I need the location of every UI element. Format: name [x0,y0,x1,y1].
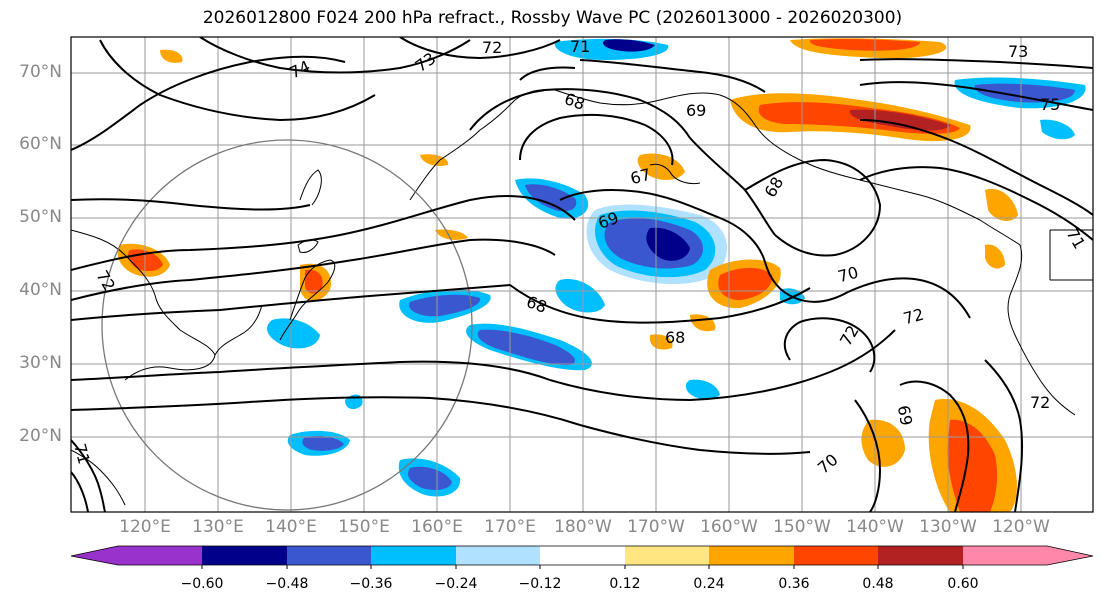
colorbar-tick-label: 0.36 [778,576,810,592]
contour-label: 71 [70,441,94,466]
map-frame [70,36,1094,513]
great-circle [101,139,473,511]
contour-label: 69 [686,101,706,120]
longitude-label: 150°W [773,517,831,537]
latitude-label: 50°N [19,207,62,227]
longitude-label: 170°W [627,517,685,537]
colorbar-extend-low [71,546,118,565]
positive-shading [117,38,1018,512]
contour-label: 72 [1030,393,1050,412]
latitude-label: 60°N [19,134,62,154]
latitude-label: 30°N [19,353,62,373]
contour-label: 73 [1008,42,1028,61]
latitude-label: 70°N [19,62,62,82]
colorbar-tick-label: 0.48 [862,576,894,592]
map-plot-area: 74 73 72 71 68 69 67 68 69 68 68 70 72 7… [70,37,1093,512]
longitude-label: 120°W [992,517,1050,537]
refractive-index-contours [71,37,1093,512]
colorbar-tick-label: −0.24 [434,576,478,592]
longitude-label: 160°E [411,517,463,537]
colorbar-tick-label: 0.12 [609,576,641,592]
colorbar [70,545,1094,569]
contour-label: 75 [1040,95,1060,114]
contour-label: 68 [665,328,685,347]
coastlines [71,89,1093,506]
graticule [71,37,1093,512]
colorbar-tick-label: −0.36 [349,576,393,592]
longitude-label: 140°W [846,517,904,537]
negative-shading [267,38,1086,497]
longitude-label: 160°W [700,517,758,537]
colorbar-tick-label: −0.48 [265,576,309,592]
longitude-label: 120°E [119,517,171,537]
contour-label: 69 [894,404,916,427]
longitude-label: 130°E [192,517,244,537]
contour-label: 70 [836,263,861,287]
contour-label: 72 [901,305,926,329]
colorbar-tick-label: −0.60 [180,576,224,592]
contour-label: 71 [570,37,590,56]
contour-label: 72 [482,38,502,57]
latitude-label: 40°N [19,280,62,300]
longitude-label: 150°E [338,517,390,537]
latitude-label: 20°N [19,426,62,446]
longitude-label: 130°W [919,517,977,537]
longitude-label: 180°W [554,517,612,537]
contour-label: 67 [628,165,653,189]
colorbar-tick-label: −0.12 [518,576,562,592]
colorbar-extend-high [1047,546,1093,565]
longitude-label: 140°E [265,517,317,537]
map-title: 2026012800 F024 200 hPa refract., Rossby… [202,8,903,28]
colorbar-tick-label: 0.24 [693,576,725,592]
colorbar-tick-label: 0.60 [947,576,979,592]
longitude-label: 170°E [484,517,536,537]
